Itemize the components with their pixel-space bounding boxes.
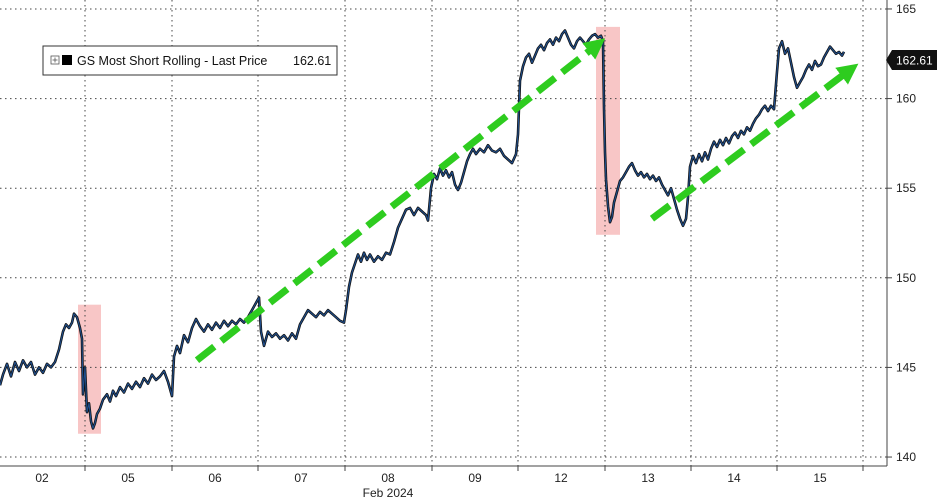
y-tick-label-140: 140 xyxy=(896,450,916,464)
legend-box xyxy=(42,45,338,76)
plot-background xyxy=(0,0,887,466)
x-tick-label-02: 02 xyxy=(35,471,49,485)
x-tick-label-05: 05 xyxy=(121,471,135,485)
x-tick-label-08: 08 xyxy=(381,471,395,485)
legend-series-name: GS Most Short Rolling - Last Price xyxy=(77,54,267,68)
trend-arrow-2 xyxy=(649,63,859,222)
x-tick-label-14: 14 xyxy=(727,471,741,485)
last-price-tag: 162.61 xyxy=(886,50,937,70)
x-tick-label-06: 06 xyxy=(208,471,222,485)
series-layer xyxy=(0,29,846,430)
legend-swatch xyxy=(62,55,72,65)
x-tick-label-12: 12 xyxy=(554,471,568,485)
y-axis-ticks: 140 145 150 155 160 165 xyxy=(887,2,916,464)
x-axis-ticks: 02 05 06 07 08 09 12 13 14 15 xyxy=(35,466,864,485)
trend-arrow-1 xyxy=(194,38,606,364)
legend: GS Most Short Rolling - Last Price 162.6… xyxy=(42,45,338,76)
y-tick-label-150: 150 xyxy=(896,271,916,285)
y-tick-label-165: 165 xyxy=(896,2,916,16)
highlight-band-1 xyxy=(78,304,101,434)
y-tick-label-155: 155 xyxy=(896,181,916,195)
y-tick-label-145: 145 xyxy=(896,360,916,374)
last-price-label: 162.61 xyxy=(896,54,933,68)
x-axis-label: Feb 2024 xyxy=(363,486,414,500)
trend-arrows xyxy=(194,38,859,364)
x-tick-label-07: 07 xyxy=(294,471,308,485)
series-line-0 xyxy=(0,29,845,429)
x-tick-label-09: 09 xyxy=(468,471,482,485)
x-tick-label-13: 13 xyxy=(641,471,655,485)
legend-last-value: 162.61 xyxy=(293,54,331,68)
y-tick-label-160: 160 xyxy=(896,92,916,106)
x-tick-label-15: 15 xyxy=(813,471,827,485)
